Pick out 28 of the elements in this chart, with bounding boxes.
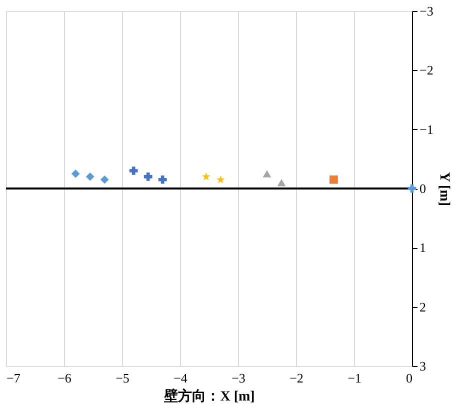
point	[262, 170, 272, 178]
x-tick-label: −2	[290, 370, 304, 386]
x-tick-label: −1	[348, 370, 362, 386]
y-tick-label: 2	[420, 299, 426, 314]
point	[158, 175, 167, 184]
point	[216, 175, 225, 184]
point	[277, 178, 286, 186]
x-tick-label: −3	[232, 370, 246, 386]
y-tick-label: −3	[420, 4, 434, 18]
y-tick-label: 3	[420, 358, 426, 374]
point	[202, 172, 210, 180]
x-tick-label: −6	[58, 370, 72, 386]
point	[144, 172, 152, 181]
y-tick-label: 1	[420, 240, 426, 256]
point	[86, 172, 94, 181]
point	[100, 175, 109, 184]
y-axis-title: Y [m]	[436, 172, 452, 206]
x-tick-label: −5	[116, 370, 130, 386]
y-tick-label: −1	[420, 122, 434, 137]
y-tick-label: −2	[420, 62, 434, 78]
x-tick-label: 0	[406, 370, 412, 386]
point	[71, 170, 80, 178]
y-tick-label: 0	[420, 181, 426, 196]
point	[330, 175, 338, 184]
x-axis-title: 壁方向：X [m]	[163, 388, 255, 404]
x-tick-label: −7	[6, 370, 21, 386]
x-tick-label: −4	[174, 370, 188, 386]
point	[129, 166, 138, 175]
